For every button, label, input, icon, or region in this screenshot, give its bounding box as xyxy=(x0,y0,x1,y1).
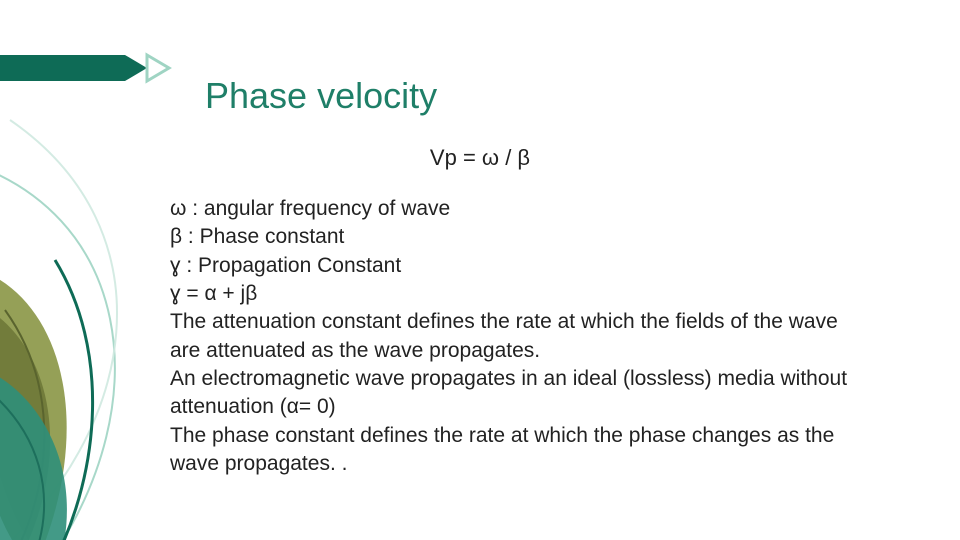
attenuation-explain: The attenuation constant defines the rat… xyxy=(170,308,850,365)
definition-gamma: ɣ : Propagation Constant xyxy=(170,252,850,280)
slide-container: Phase velocity Vp = ω / β ω : angular fr… xyxy=(0,0,960,540)
definition-beta: β : Phase constant xyxy=(170,223,850,251)
gamma-equation: ɣ = α + jβ xyxy=(170,280,850,308)
body-text-block: ω : angular frequency of wave β : Phase … xyxy=(170,195,850,478)
slide-title: Phase velocity xyxy=(205,75,437,117)
equation-line: Vp = ω / β xyxy=(0,145,960,171)
lossless-explain: An electromagnetic wave propagates in an… xyxy=(170,365,850,422)
definition-omega: ω : angular frequency of wave xyxy=(170,195,850,223)
phase-constant-explain: The phase constant defines the rate at w… xyxy=(170,422,850,479)
